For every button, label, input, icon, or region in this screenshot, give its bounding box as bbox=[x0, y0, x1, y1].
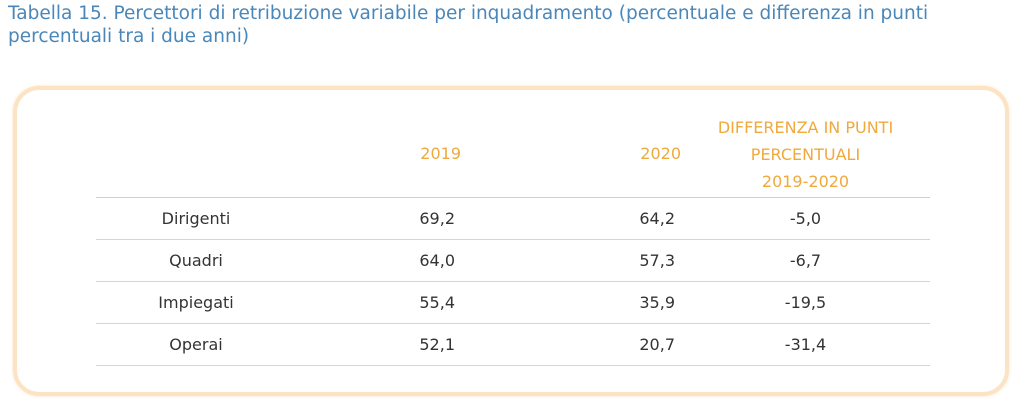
value-2019: 64,0 bbox=[296, 239, 521, 282]
header-difference-line-1: DIFFERENZA IN PUNTI bbox=[717, 117, 894, 137]
value-2020: 64,2 bbox=[521, 197, 681, 240]
value-2019: 52,1 bbox=[296, 323, 521, 366]
header-difference-line-2: PERCENTUALI bbox=[750, 144, 861, 164]
value-2020: 35,9 bbox=[521, 281, 681, 324]
value-difference: -5,0 bbox=[681, 197, 930, 240]
row-label: Operai bbox=[96, 323, 296, 366]
header-blank bbox=[96, 111, 296, 198]
header-difference-line-3: 2019-2020 bbox=[761, 171, 850, 191]
value-difference: -31,4 bbox=[681, 323, 930, 366]
table-row: Impiegati 55,4 35,9 -19,5 bbox=[96, 281, 930, 324]
header-row: 2019 2020 DIFFERENZA IN PUNTI PERCENTUAL… bbox=[96, 111, 930, 198]
header-2020: 2020 bbox=[521, 111, 681, 198]
header-2019: 2019 bbox=[296, 111, 521, 198]
value-2019: 55,4 bbox=[296, 281, 521, 324]
row-label: Quadri bbox=[96, 239, 296, 282]
value-2019: 69,2 bbox=[296, 197, 521, 240]
row-label: Dirigenti bbox=[96, 197, 296, 240]
caption-line-1: Tabella 15. Percettori di retribuzione v… bbox=[8, 3, 929, 24]
table-row: Dirigenti 69,2 64,2 -5,0 bbox=[96, 197, 930, 240]
table-row: Quadri 64,0 57,3 -6,7 bbox=[96, 239, 930, 282]
data-table: 2019 2020 DIFFERENZA IN PUNTI PERCENTUAL… bbox=[96, 111, 930, 366]
header-difference: DIFFERENZA IN PUNTI PERCENTUALI 2019-202… bbox=[681, 111, 930, 198]
row-label: Impiegati bbox=[96, 281, 296, 324]
table-row: Operai 52,1 20,7 -31,4 bbox=[96, 323, 930, 366]
value-2020: 20,7 bbox=[521, 323, 681, 366]
caption-line-2: percentuali tra i due anni) bbox=[8, 26, 250, 47]
table-caption: Tabella 15. Percettori di retribuzione v… bbox=[8, 2, 1018, 48]
value-2020: 57,3 bbox=[521, 239, 681, 282]
value-difference: -19,5 bbox=[681, 281, 930, 324]
value-difference: -6,7 bbox=[681, 239, 930, 282]
